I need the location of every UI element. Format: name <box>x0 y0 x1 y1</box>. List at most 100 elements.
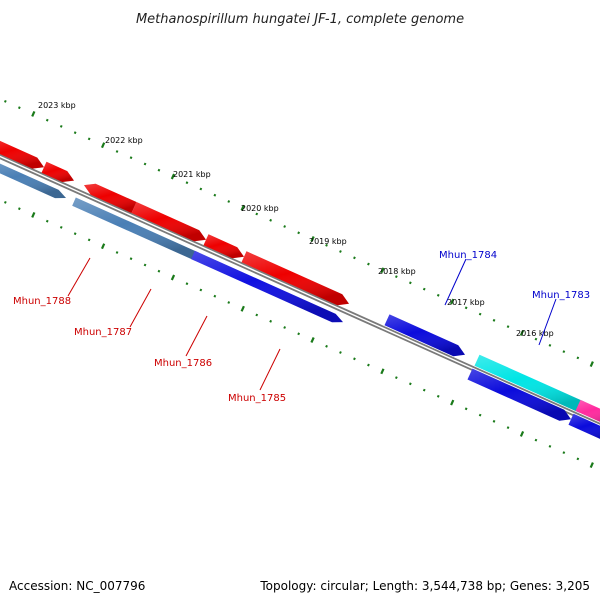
gene-track <box>0 140 600 439</box>
gene-mhun-1786b <box>203 234 244 259</box>
outer-ring-minor-tick <box>548 343 552 347</box>
outer-ring-minor-tick <box>506 325 510 329</box>
outer-tick-ring <box>3 99 594 368</box>
inner-ring-minor-tick <box>353 357 356 361</box>
tick-label-2016: 2016 kbp <box>516 329 554 338</box>
outer-ring-minor-tick <box>492 318 496 322</box>
inner-ring-minor-tick <box>59 225 63 229</box>
inner-ring-minor-tick <box>17 207 21 211</box>
genome-backbone <box>0 153 600 429</box>
accession-text: Accession: NC_007796 <box>9 579 146 593</box>
inner-ring-minor-tick <box>283 326 287 329</box>
gene-mhun-1784-fwd <box>467 368 571 421</box>
outer-ring-minor-tick <box>408 281 412 285</box>
outer-ring-minor-tick <box>227 200 231 203</box>
map-title: Methanospirillum hungatei JF-1, complete… <box>136 12 464 27</box>
gene-mhun-1782-rev <box>575 399 600 422</box>
outer-ring-minor-tick <box>87 137 91 141</box>
inner-ring-major-tick <box>31 211 36 218</box>
inner-ring-minor-tick <box>157 269 161 273</box>
inner-ring-major-tick <box>240 305 245 312</box>
outer-ring-minor-tick <box>3 99 7 103</box>
outer-ring-minor-tick <box>59 124 63 128</box>
inner-ring-major-tick <box>170 274 176 281</box>
gene-label-leaders <box>67 257 557 391</box>
outer-ring-major-tick <box>450 298 455 305</box>
inner-ring-minor-tick <box>143 263 147 267</box>
inner-tick-ring <box>3 200 594 469</box>
inner-ring-minor-tick <box>87 238 91 242</box>
gene-label-mhun-1787: Mhun_1787 <box>74 327 132 338</box>
outer-ring-major-tick <box>380 267 385 274</box>
inner-ring-minor-tick <box>185 282 189 286</box>
gene-mhun-1788a <box>0 140 44 169</box>
inner-ring-minor-tick <box>394 376 398 380</box>
outer-ring-major-tick <box>240 204 245 211</box>
inner-ring-major-tick <box>380 368 385 375</box>
inner-ring-minor-tick <box>199 288 203 292</box>
outer-ring-major-tick <box>170 173 176 180</box>
inner-ring-minor-tick <box>506 426 510 430</box>
inner-ring-minor-tick <box>339 351 342 354</box>
outer-ring-major-tick <box>589 361 594 368</box>
inner-ring-minor-tick <box>422 388 426 392</box>
outer-ring-minor-tick <box>185 181 189 185</box>
gene-mhun-1786-fwd <box>191 250 343 323</box>
outer-ring-minor-tick <box>73 131 77 135</box>
gene-mhun-1788b <box>41 161 74 182</box>
outer-ring-minor-tick <box>297 231 301 235</box>
inner-ring-minor-tick <box>478 413 482 417</box>
outer-ring-minor-tick <box>213 193 217 197</box>
inner-ring-minor-tick <box>255 313 259 317</box>
outer-ring-minor-tick <box>562 350 566 354</box>
outer-ring-minor-tick <box>283 225 287 228</box>
inner-ring-minor-tick <box>73 232 77 236</box>
outer-ring-minor-tick <box>422 287 426 291</box>
inner-ring-minor-tick <box>269 319 273 323</box>
outer-ring-major-tick <box>100 142 106 149</box>
tick-labels: 2023 kbp 2022 kbp 2021 kbp 2020 kbp 2019… <box>38 101 554 338</box>
inner-ring-major-tick <box>310 337 315 343</box>
inner-ring-minor-tick <box>408 382 412 386</box>
gene-mhun-1788-fwd <box>0 163 66 199</box>
tick-label-2021: 2021 kbp <box>173 170 211 179</box>
outer-ring-minor-tick <box>576 356 580 360</box>
outer-ring-minor-tick <box>478 312 482 316</box>
outer-ring-minor-tick <box>45 118 49 122</box>
tick-label-2019: 2019 kbp <box>309 237 347 246</box>
outer-ring-minor-tick <box>157 168 161 172</box>
tick-label-2020: 2020 kbp <box>241 204 279 213</box>
gene-label-mhun-1786: Mhun_1786 <box>154 358 212 369</box>
outer-ring-minor-tick <box>436 293 440 297</box>
inner-ring-minor-tick <box>325 344 328 348</box>
outer-ring-minor-tick <box>394 275 398 279</box>
outer-ring-major-tick <box>519 329 525 336</box>
gene-mhun-1785 <box>241 251 349 306</box>
gene-labels: Mhun_1788 Mhun_1787 Mhun_1786 Mhun_1785 … <box>13 250 590 404</box>
tick-label-2017: 2017 kbp <box>447 298 485 307</box>
inner-ring-minor-tick <box>464 407 468 411</box>
gene-mhun-1783-fwd <box>568 413 600 439</box>
outer-ring-minor-tick <box>353 256 356 260</box>
inner-ring-major-tick <box>450 399 455 406</box>
inner-ring-major-tick <box>589 462 594 469</box>
inner-ring-minor-tick <box>115 251 119 254</box>
gene-mhun-1787 <box>84 183 137 213</box>
tick-label-2023: 2023 kbp <box>38 101 76 110</box>
outer-ring-minor-tick <box>269 218 273 222</box>
inner-ring-minor-tick <box>3 200 7 204</box>
outer-ring-minor-tick <box>115 150 119 153</box>
outer-ring-minor-tick <box>143 162 147 166</box>
inner-ring-major-tick <box>519 430 525 437</box>
inner-ring-minor-tick <box>213 294 217 298</box>
outer-ring-minor-tick <box>129 156 133 160</box>
gene-label-mhun-1784: Mhun_1784 <box>439 250 497 261</box>
inner-ring-major-tick <box>100 243 106 250</box>
inner-ring-minor-tick <box>548 444 552 448</box>
gene-label-mhun-1783: Mhun_1783 <box>532 290 590 301</box>
inner-ring-minor-tick <box>436 394 440 398</box>
inner-ring-minor-tick <box>227 301 231 304</box>
inner-ring-minor-tick <box>576 457 580 461</box>
inner-ring-minor-tick <box>129 257 133 261</box>
